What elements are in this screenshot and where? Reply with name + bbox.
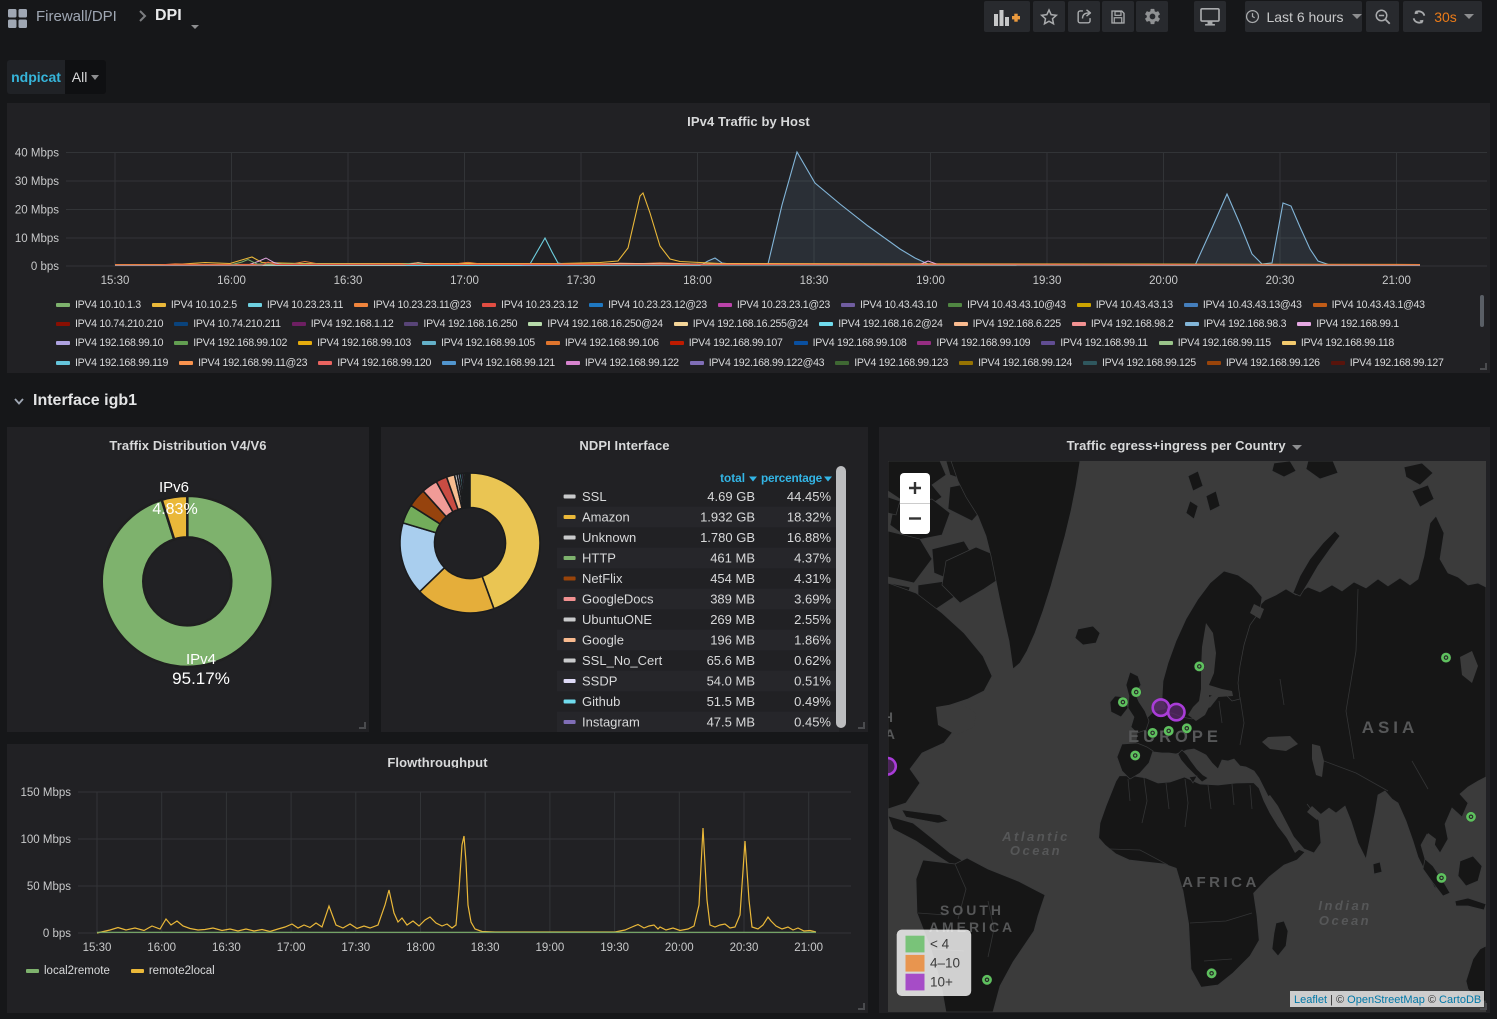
svg-text:1.780 GB: 1.780 GB: [700, 530, 755, 545]
svg-text:4–10: 4–10: [930, 956, 960, 971]
svg-text:15:30: 15:30: [101, 275, 130, 287]
svg-text:3.69%: 3.69%: [794, 592, 831, 607]
svg-text:20:00: 20:00: [1149, 275, 1178, 287]
svg-text:21:00: 21:00: [794, 942, 823, 954]
svg-text:Leaflet | © OpenStreetMap © Ca: Leaflet | © OpenStreetMap © CartoDB: [1294, 994, 1481, 1006]
svg-text:16:00: 16:00: [217, 275, 246, 287]
svg-text:18:00: 18:00: [683, 275, 712, 287]
svg-text:19:00: 19:00: [536, 942, 565, 954]
svg-text:20 Mbps: 20 Mbps: [15, 205, 59, 217]
svg-text:17:00: 17:00: [277, 942, 306, 954]
svg-text:AMERICA: AMERICA: [888, 726, 898, 742]
svg-text:20:30: 20:30: [1266, 275, 1295, 287]
svg-text:30 Mbps: 30 Mbps: [15, 176, 59, 188]
svg-text:95.17%: 95.17%: [172, 669, 230, 688]
svg-text:100 Mbps: 100 Mbps: [20, 834, 71, 846]
svg-text:16.88%: 16.88%: [787, 530, 832, 545]
svg-text:Instagram: Instagram: [582, 715, 640, 730]
svg-text:total: total: [720, 471, 745, 485]
svg-text:NORTH: NORTH: [888, 709, 896, 725]
svg-text:4.83%: 4.83%: [152, 501, 197, 518]
svg-text:4.37%: 4.37%: [794, 551, 831, 566]
svg-text:EUROPE: EUROPE: [1128, 728, 1222, 746]
svg-text:Indian: Indian: [1318, 898, 1371, 913]
svg-text:SOUTH: SOUTH: [940, 902, 1004, 918]
svg-text:UbuntuONE: UbuntuONE: [582, 612, 652, 627]
svg-text:196 MB: 196 MB: [710, 633, 755, 648]
svg-text:54.0 MB: 54.0 MB: [707, 674, 755, 689]
svg-text:SSDP: SSDP: [582, 674, 617, 689]
svg-text:NetFlix: NetFlix: [582, 571, 623, 586]
svg-text:40 Mbps: 40 Mbps: [15, 148, 59, 160]
svg-text:4.69 GB: 4.69 GB: [707, 489, 755, 504]
svg-text:389 MB: 389 MB: [710, 592, 755, 607]
svg-text:19:30: 19:30: [600, 942, 629, 954]
svg-text:19:00: 19:00: [916, 275, 945, 287]
svg-text:4.31%: 4.31%: [794, 571, 831, 586]
svg-text:19:30: 19:30: [1033, 275, 1062, 287]
svg-text:HTTP: HTTP: [582, 551, 616, 566]
svg-text:Atlantic: Atlantic: [1001, 829, 1070, 844]
svg-text:IPv6: IPv6: [159, 479, 189, 496]
svg-text:20:00: 20:00: [665, 942, 694, 954]
svg-text:Google: Google: [582, 633, 624, 648]
svg-text:18:30: 18:30: [471, 942, 500, 954]
svg-text:50 Mbps: 50 Mbps: [27, 881, 71, 893]
svg-text:percentage: percentage: [761, 471, 823, 485]
svg-text:Unknown: Unknown: [582, 530, 636, 545]
svg-text:0 bps: 0 bps: [43, 928, 71, 940]
svg-text:10 Mbps: 10 Mbps: [15, 233, 59, 245]
svg-text:65.6 MB: 65.6 MB: [707, 653, 755, 668]
svg-text:16:00: 16:00: [147, 942, 176, 954]
svg-text:0.49%: 0.49%: [794, 694, 831, 709]
svg-text:10+: 10+: [930, 975, 953, 990]
svg-text:47.5 MB: 47.5 MB: [707, 715, 755, 730]
svg-text:Amazon: Amazon: [582, 510, 630, 525]
svg-text:454 MB: 454 MB: [710, 571, 755, 586]
svg-text:0.45%: 0.45%: [794, 715, 831, 730]
svg-text:20:30: 20:30: [730, 942, 759, 954]
svg-text:AFRICA: AFRICA: [1182, 874, 1260, 891]
svg-text:44.45%: 44.45%: [787, 489, 832, 504]
svg-text:269 MB: 269 MB: [710, 612, 755, 627]
svg-text:Github: Github: [582, 694, 620, 709]
svg-text:17:00: 17:00: [450, 275, 479, 287]
svg-text:16:30: 16:30: [334, 275, 363, 287]
svg-text:IPv4: IPv4: [186, 651, 216, 668]
svg-text:GoogleDocs: GoogleDocs: [582, 592, 654, 607]
svg-text:18:30: 18:30: [800, 275, 829, 287]
svg-text:SSL: SSL: [582, 489, 607, 504]
svg-text:ASIA: ASIA: [1362, 718, 1419, 737]
svg-text:16:30: 16:30: [212, 942, 241, 954]
svg-text:17:30: 17:30: [341, 942, 370, 954]
svg-text:Ocean: Ocean: [1010, 843, 1062, 858]
svg-text:0 bps: 0 bps: [31, 261, 59, 273]
svg-text:1.86%: 1.86%: [794, 633, 831, 648]
svg-text:0.51%: 0.51%: [794, 674, 831, 689]
svg-text:2.55%: 2.55%: [794, 612, 831, 627]
svg-text:SSL_No_Cert: SSL_No_Cert: [582, 653, 663, 668]
svg-text:0.62%: 0.62%: [794, 653, 831, 668]
svg-text:15:30: 15:30: [83, 942, 112, 954]
svg-text:Ocean: Ocean: [1319, 913, 1371, 928]
svg-text:1.932 GB: 1.932 GB: [700, 510, 755, 525]
svg-text:21:00: 21:00: [1382, 275, 1411, 287]
svg-text:< 4: < 4: [930, 937, 950, 952]
svg-text:461 MB: 461 MB: [710, 551, 755, 566]
svg-text:17:30: 17:30: [567, 275, 596, 287]
svg-text:51.5 MB: 51.5 MB: [707, 694, 755, 709]
svg-text:150 Mbps: 150 Mbps: [20, 787, 71, 799]
svg-text:18.32%: 18.32%: [787, 510, 832, 525]
svg-text:18:00: 18:00: [406, 942, 435, 954]
